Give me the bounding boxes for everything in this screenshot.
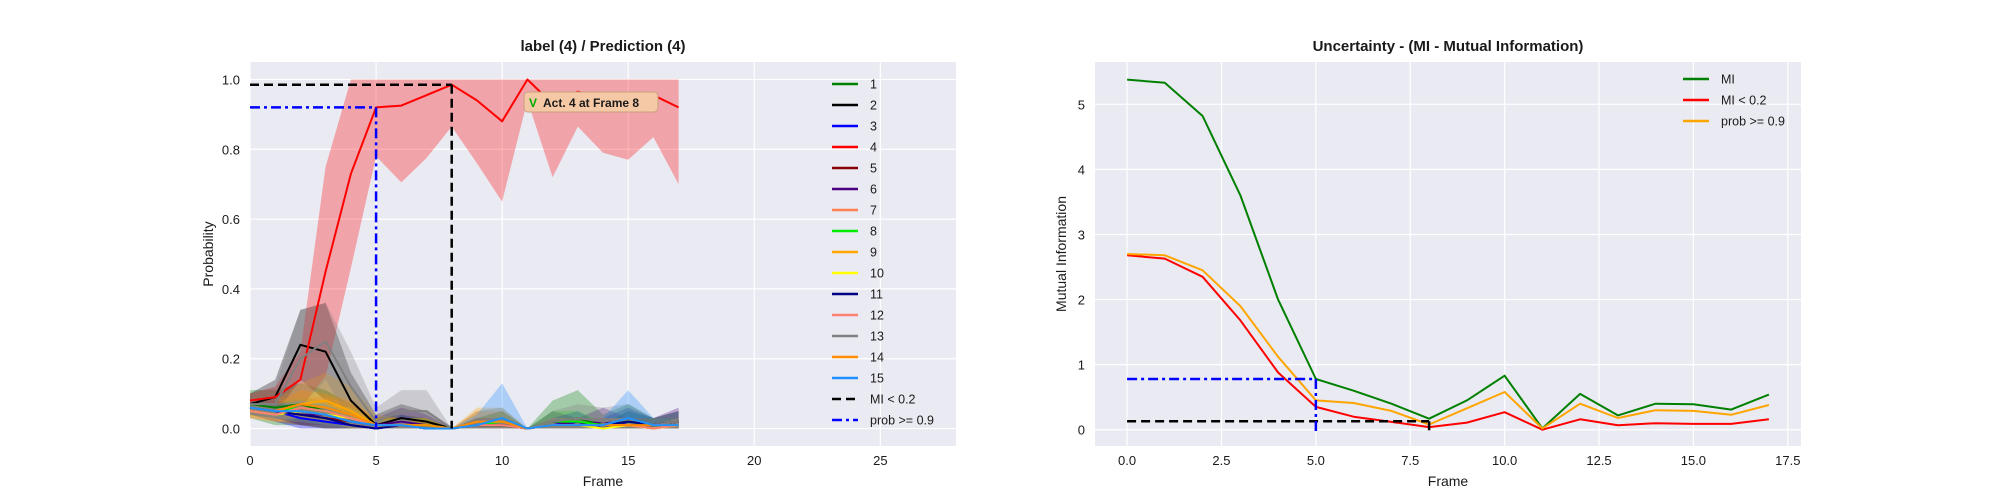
y-tick-label: 0.0 (222, 422, 240, 437)
y-tick-label: 0.4 (222, 282, 240, 297)
right-reference-lines (1127, 377, 1431, 432)
x-tick-label: 15 (621, 453, 635, 468)
left-reference-lines (250, 83, 453, 429)
left-series-lines (249, 78, 680, 430)
legend-label: MI < 0.2 (1721, 94, 1767, 108)
x-tick-label: 15.0 (1681, 453, 1706, 468)
x-tick-label: 5.0 (1307, 453, 1325, 468)
x-tick-label: 0 (246, 453, 253, 468)
right-y-axis-label: Mutual Information (1053, 196, 1069, 312)
legend-label: 12 (870, 309, 884, 323)
x-tick-label: 25 (873, 453, 887, 468)
legend-label: 6 (870, 183, 877, 197)
annotation-box (523, 91, 659, 113)
right-chart: 0.0 2.5 5.0 7.5 10.0 12.5 15.0 17.5 0 1 2 3 4 5 Unce… (1053, 38, 1801, 489)
left-y-tick-labels: 0.0 0.2 0.4 0.6 0.8 1.0 (222, 72, 240, 436)
band-series-4 (250, 79, 679, 408)
y-tick-label: 0.8 (222, 142, 240, 157)
legend-label: 1 (870, 78, 877, 92)
legend-label: 11 (870, 288, 883, 302)
legend-label: 3 (870, 120, 877, 134)
y-tick-label: 2 (1078, 293, 1085, 308)
legend-label: 7 (870, 204, 877, 218)
legend-label: 10 (870, 267, 884, 281)
annotation-text: Act. 4 at Frame 8 (543, 96, 639, 110)
legend-label: 14 (870, 351, 884, 365)
legend-label: prob >= 0.9 (870, 414, 934, 428)
x-tick-label: 0.0 (1118, 453, 1136, 468)
y-tick-label: 0.2 (222, 352, 240, 367)
x-tick-label: 2.5 (1212, 453, 1230, 468)
line-series-mi-0-2 (1127, 254, 1770, 431)
y-tick-label: 4 (1078, 162, 1085, 177)
y-tick-label: 0 (1078, 423, 1085, 438)
line-series-prob-0-9 (1127, 253, 1770, 430)
x-tick-label: 10.0 (1492, 453, 1517, 468)
legend-label: 2 (870, 99, 877, 113)
y-tick-label: 1 (1078, 358, 1085, 373)
x-tick-label: 5 (372, 453, 379, 468)
legend-label: 8 (870, 225, 877, 239)
band-series-13 (250, 302, 679, 429)
right-y-tick-labels: 0 1 2 3 4 5 (1078, 97, 1085, 437)
line-series-mi (1127, 78, 1770, 430)
x-tick-label: 20 (747, 453, 761, 468)
left-annotation: V Act. 4 at Frame 8 (523, 91, 659, 113)
y-tick-label: 0.6 (222, 212, 240, 227)
legend-label: 13 (870, 330, 884, 344)
legend-label: MI (1721, 73, 1735, 87)
right-chart-title: Uncertainty - (MI - Mutual Information) (1313, 38, 1584, 55)
right-grid (1095, 62, 1801, 446)
x-tick-label: 17.5 (1775, 453, 1800, 468)
legend-label: 9 (870, 246, 877, 260)
right-series-lines (1127, 78, 1770, 431)
x-tick-label: 7.5 (1401, 453, 1419, 468)
y-tick-label: 5 (1078, 97, 1085, 112)
right-plot-area (1095, 62, 1801, 446)
line-series-14 (249, 403, 679, 430)
right-x-tick-labels: 0.0 2.5 5.0 7.5 10.0 12.5 15.0 17.5 (1118, 453, 1800, 468)
left-x-axis-label: Frame (583, 473, 624, 489)
y-tick-label: 3 (1078, 227, 1085, 242)
left-chart: 0 5 10 15 20 25 0.00.20.40.60.81.0 label (4) … (200, 38, 956, 489)
legend-label: 4 (870, 141, 877, 155)
right-x-axis-label: Frame (1428, 473, 1469, 489)
left-grid (249, 62, 956, 446)
annotation-mark: V (529, 96, 537, 110)
line-series-15 (249, 406, 679, 430)
left-y-axis-label: Probability (200, 221, 216, 286)
legend-label: MI < 0.2 (870, 393, 916, 407)
left-x-tick-labels: 0 5 10 15 20 25 (246, 453, 887, 468)
x-tick-label: 10 (495, 453, 509, 468)
band-series-2 (250, 302, 679, 429)
legend-label: 15 (870, 372, 884, 386)
y-tick-label: 1.0 (222, 72, 240, 87)
right-legend: MI MI < 0.2 prob >= 0.9 (1683, 73, 1785, 129)
left-chart-title: label (4) / Prediction (4) (520, 38, 685, 55)
legend-label: 5 (870, 162, 877, 176)
x-tick-label: 12.5 (1586, 453, 1611, 468)
legend-label: prob >= 0.9 (1721, 115, 1785, 129)
